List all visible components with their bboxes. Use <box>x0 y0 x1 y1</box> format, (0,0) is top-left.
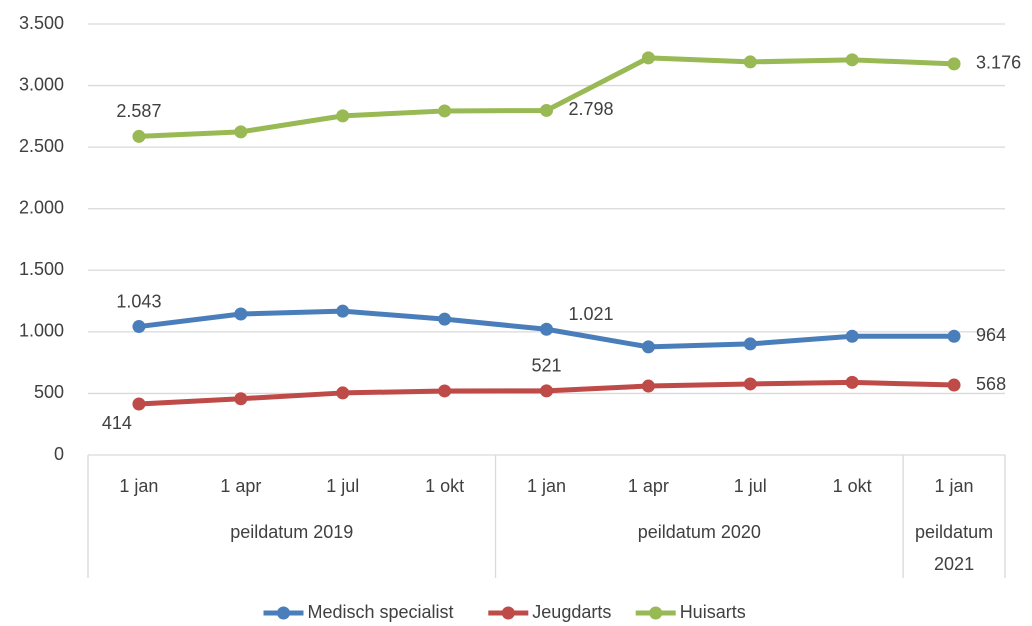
data-point <box>743 55 757 69</box>
x-tick-label: 1 jul <box>734 476 767 496</box>
data-point <box>845 375 859 389</box>
y-tick-label: 1.500 <box>19 259 64 279</box>
data-point <box>845 329 859 343</box>
legend-marker <box>277 606 290 620</box>
data-point <box>132 320 146 334</box>
data-point <box>947 329 961 343</box>
x-tick-label: 1 jan <box>527 476 566 496</box>
data-point <box>540 322 553 336</box>
data-label: 2.798 <box>569 99 614 119</box>
y-tick-label: 2.500 <box>19 136 64 156</box>
data-point <box>641 340 655 354</box>
legend-label: Jeugdarts <box>532 602 611 622</box>
y-tick-label: 500 <box>34 382 64 402</box>
legend-marker <box>649 606 663 620</box>
data-label: 521 <box>531 356 561 376</box>
data-point <box>336 386 350 400</box>
y-tick-label: 2.000 <box>19 197 64 217</box>
data-point <box>743 337 757 351</box>
data-point <box>743 377 757 391</box>
x-tick-label: 1 jan <box>935 476 974 496</box>
series-line <box>138 55 955 139</box>
y-tick-label: 1.000 <box>19 321 64 341</box>
group-label: peildatum 2019 <box>230 522 353 542</box>
data-point <box>336 304 350 318</box>
data-point <box>540 384 553 398</box>
data-point <box>438 312 452 326</box>
x-tick-label: 1 okt <box>425 476 464 496</box>
group-label: peildatum 2020 <box>638 522 761 542</box>
group-label: peildatum 2021 <box>915 522 993 574</box>
data-label: 2.587 <box>116 101 161 121</box>
x-tick-label: 1 apr <box>220 476 261 496</box>
data-label: 3.176 <box>976 53 1021 73</box>
data-point <box>947 57 961 71</box>
data-point <box>641 51 655 65</box>
data-label: 1.021 <box>569 304 614 324</box>
data-point <box>845 53 859 67</box>
data-point <box>641 379 655 393</box>
data-point <box>336 109 350 123</box>
x-tick-label: 1 apr <box>628 476 669 496</box>
data-label: 1.043 <box>116 291 161 311</box>
data-point <box>234 392 248 406</box>
data-label: 568 <box>976 374 1006 394</box>
x-tick-label: 1 jul <box>326 476 359 496</box>
x-tick-label: 1 okt <box>833 476 872 496</box>
y-tick-label: 3.500 <box>19 13 64 33</box>
data-point <box>132 129 146 143</box>
data-point <box>438 384 452 398</box>
data-point <box>132 397 146 411</box>
y-tick-label: 3.000 <box>19 74 64 94</box>
legend-marker <box>501 606 515 620</box>
data-point <box>438 104 452 118</box>
data-label: 964 <box>976 325 1006 345</box>
legend-label: Medisch specialist <box>308 602 454 622</box>
data-label: 414 <box>102 413 132 433</box>
data-point <box>234 125 248 139</box>
legend-label: Huisarts <box>680 602 746 622</box>
y-tick-label: 0 <box>54 444 64 464</box>
x-tick-label: 1 jan <box>119 476 158 496</box>
data-point <box>234 307 248 321</box>
data-point <box>540 103 553 117</box>
data-point <box>947 378 961 392</box>
